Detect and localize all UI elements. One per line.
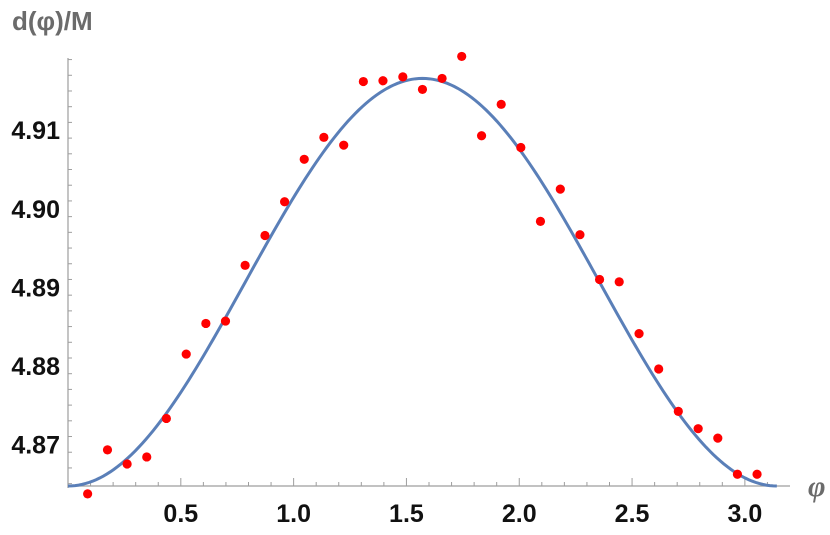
data-point xyxy=(161,413,171,424)
data-point xyxy=(575,230,585,240)
data-point xyxy=(437,73,447,84)
x-tick-label: 1.5 xyxy=(389,500,424,528)
y-tick-label: 4.91 xyxy=(11,117,60,145)
data-point xyxy=(516,142,526,153)
data-point xyxy=(378,76,388,86)
data-point xyxy=(614,277,624,287)
x-tick-label: 3.0 xyxy=(727,500,762,528)
data-point xyxy=(201,318,211,329)
data-point xyxy=(102,445,113,455)
curve-layer xyxy=(67,76,777,488)
data-point xyxy=(654,364,664,374)
data-point xyxy=(181,349,191,359)
data-point xyxy=(398,72,408,82)
data-point xyxy=(594,274,605,285)
data-point xyxy=(220,316,231,326)
data-point xyxy=(713,433,723,443)
data-point xyxy=(673,406,683,416)
data-point xyxy=(732,469,743,479)
x-tick-label: 0.5 xyxy=(163,500,198,528)
data-point xyxy=(634,329,644,339)
data-point xyxy=(339,140,349,150)
y-tick-label: 4.90 xyxy=(11,196,60,224)
data-point xyxy=(535,216,546,226)
data-point xyxy=(476,131,487,141)
data-point xyxy=(280,197,290,207)
data-point xyxy=(555,184,565,194)
data-point xyxy=(496,99,506,109)
data-point xyxy=(240,260,250,270)
y-tick-label: 4.89 xyxy=(11,274,60,302)
data-point xyxy=(457,51,467,62)
data-point xyxy=(260,230,270,241)
data-point xyxy=(83,489,93,499)
x-tick-label: 2.0 xyxy=(502,500,537,528)
x-tick-label: 2.5 xyxy=(615,500,650,528)
fit-curve xyxy=(67,76,777,488)
data-point xyxy=(299,154,309,164)
data-point xyxy=(319,132,329,142)
data-point xyxy=(693,424,703,434)
data-point xyxy=(122,459,132,469)
ticks-layer: 0.5 1.0 1.5 2.0 2.5 3.0 4.87 4.88 4.89 4.90 4.91 xyxy=(11,59,768,528)
y-axis-label: d(φ)/M xyxy=(12,6,93,36)
data-point xyxy=(358,76,368,87)
y-tick-label: 4.88 xyxy=(11,353,60,381)
data-point xyxy=(417,84,428,95)
y-tick-label: 4.87 xyxy=(11,431,60,459)
data-point xyxy=(752,469,762,479)
axes-layer xyxy=(67,58,790,488)
x-axis-label: φ xyxy=(808,470,826,503)
x-tick-label: 1.0 xyxy=(276,500,311,528)
points-layer xyxy=(83,51,762,499)
data-point xyxy=(142,452,152,462)
